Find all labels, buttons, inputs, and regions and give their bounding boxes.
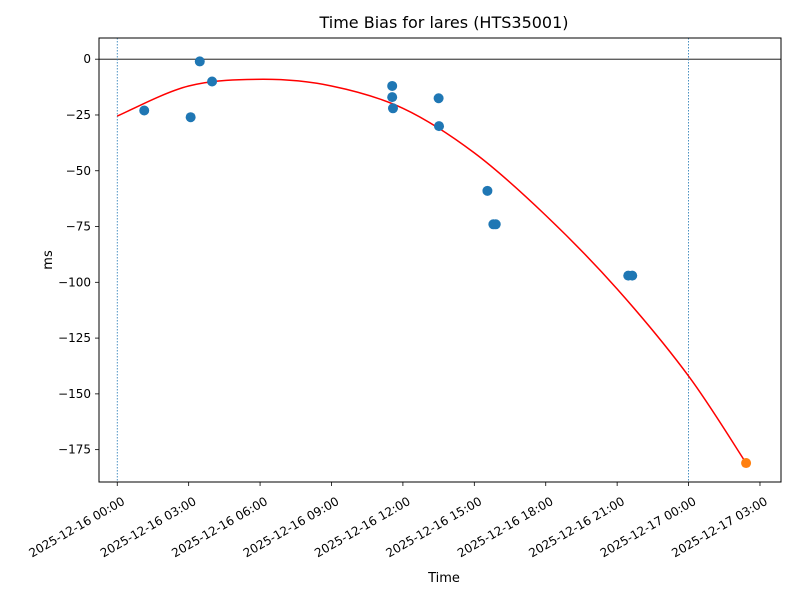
fit-curve [116,78,747,464]
measurement-point-14 [627,270,638,281]
reference-lines [99,38,781,482]
y-axis: 0 −25 −50 −75 −100 −125 −150 −175 [58,52,99,457]
chart-title: Time Bias for lares (HTS35001) [318,13,568,32]
fit-curve-layer [116,78,747,464]
y-tick-label-3: −50 [66,164,91,178]
measurement-point-2 [185,112,196,123]
y-tick-label-8: −175 [58,443,91,457]
y-axis-label: ms [41,250,56,270]
measurement-point-3 [194,56,205,67]
measurement-point-7 [387,103,398,114]
measurement-point-9 [434,121,445,132]
y-tick-label-5: −100 [58,275,91,289]
y-tick-label-4: −75 [66,220,91,234]
x-axis-label: Time [427,571,460,586]
plot-area-frame [98,37,782,483]
measurement-point-1 [139,105,150,116]
y-tick-label-1: 0 [83,52,91,66]
measurement-point-8 [433,93,444,104]
y-tick-label-6: −125 [58,331,91,345]
measurement-point-6 [387,92,398,103]
y-tick-label-2: −25 [66,108,91,122]
prediction-point-1 [741,458,752,469]
measurement-point-10 [482,185,493,196]
data-points-layer [139,56,752,469]
measurement-point-5 [387,80,398,91]
measurement-point-4 [207,76,218,87]
y-tick-label-7: −150 [58,387,91,401]
measurement-point-12 [490,219,501,230]
